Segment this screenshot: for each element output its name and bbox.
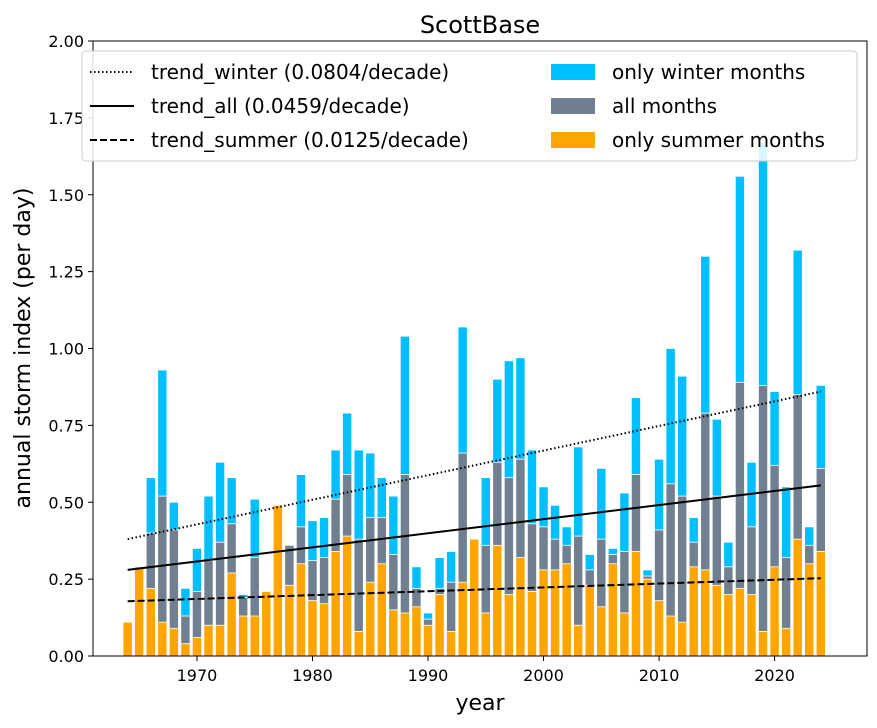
legend-label: trend_winter (0.0804/decade) <box>151 60 449 84</box>
bar-summer-2009 <box>642 578 653 657</box>
bar-summer-2019 <box>758 631 769 657</box>
bar-summer-1991 <box>434 594 445 657</box>
x-tick-label: 2020 <box>754 666 795 685</box>
bar-summer-2024 <box>815 551 826 657</box>
bar-summer-2008 <box>630 551 641 657</box>
bar-summer-1979 <box>295 563 306 657</box>
bar-summer-1989 <box>411 606 422 657</box>
x-axis: 1970 1980 1990 2000 2010 2020 <box>177 656 795 685</box>
bar-summer-1969 <box>180 643 191 657</box>
y-tick-label: 1.75 <box>48 109 84 128</box>
bar-summer-1971 <box>203 624 214 657</box>
bar-summer-1966 <box>145 587 156 657</box>
bar-summer-1980 <box>307 600 318 657</box>
x-tick-label: 1980 <box>292 666 333 685</box>
bar-summer-1984 <box>353 631 364 657</box>
bar-summer-1973 <box>226 572 237 657</box>
bar-summer-1998 <box>515 557 526 657</box>
y-tick-label: 0.25 <box>48 570 84 589</box>
legend-swatch-summer <box>551 132 595 148</box>
bar-summer-1993 <box>457 581 468 657</box>
bar-summer-2013 <box>688 566 699 657</box>
bar-summer-1992 <box>446 631 457 657</box>
legend-label: only summer months <box>612 128 825 152</box>
bar-summer-1990 <box>422 624 434 657</box>
legend-label: trend_summer (0.0125/decade) <box>151 128 469 152</box>
y-tick-label: 0.75 <box>48 416 84 435</box>
x-tick-label: 2000 <box>523 666 564 685</box>
legend-label: trend_all (0.0459/decade) <box>151 94 410 118</box>
bar-summer-1996 <box>492 544 503 657</box>
y-axis-label: annual storm index (per day) <box>11 188 36 509</box>
bar-summer-2003 <box>573 624 584 657</box>
legend-label: all months <box>612 94 717 118</box>
bar-summer-1988 <box>399 612 410 657</box>
bar-summer-2011 <box>665 615 676 657</box>
x-axis-label: year <box>455 691 505 716</box>
bar-summer-1968 <box>168 627 179 657</box>
bar-summer-2001 <box>550 569 561 657</box>
bar-summer-1986 <box>376 563 387 657</box>
legend-box <box>81 50 858 162</box>
legend-swatch-winter <box>551 64 595 80</box>
bar-summer-1997 <box>503 594 514 657</box>
bar-summer-2016 <box>723 594 734 657</box>
trend-lines-layer <box>127 390 821 603</box>
bar-summer-1965 <box>134 566 145 657</box>
bar-summer-1994 <box>469 538 480 657</box>
bar-summer-2000 <box>538 569 549 657</box>
bar-summer-1995 <box>480 612 491 657</box>
y-tick-label: 0.50 <box>48 493 84 512</box>
bar-summer-2022 <box>792 538 803 657</box>
bar-summer-1976 <box>261 591 272 657</box>
bar-summer-1974 <box>238 615 249 657</box>
bar-summer-1972 <box>215 624 226 657</box>
chart-title: ScottBase <box>420 11 540 39</box>
bar-summer-1964 <box>122 621 133 657</box>
x-tick-label: 2010 <box>639 666 680 685</box>
bar-summer-2012 <box>677 621 688 657</box>
bar-summer-1999 <box>526 591 538 657</box>
bar-summer-2021 <box>781 627 792 657</box>
bar-summer-1983 <box>342 535 353 657</box>
bar-summer-2007 <box>619 612 630 657</box>
y-tick-label: 1.00 <box>48 340 84 359</box>
legend: trend_winter (0.0804/decade) trend_all (0… <box>81 50 858 162</box>
y-tick-label: 2.00 <box>48 32 84 51</box>
bar-summer-2015 <box>711 584 722 657</box>
trend-line-summer <box>127 577 821 603</box>
bar-summer-1970 <box>191 637 202 657</box>
bar-summer-2017 <box>734 587 745 657</box>
x-tick-label: 1970 <box>177 666 218 685</box>
bar-summer-1981 <box>319 603 330 657</box>
bar-summer-1975 <box>249 615 260 657</box>
bar-summer-2010 <box>654 600 665 657</box>
bar-summer-1967 <box>157 621 168 657</box>
legend-swatch-all <box>551 98 595 114</box>
bar-summer-2006 <box>607 563 618 657</box>
y-tick-label: 0.00 <box>48 647 84 666</box>
y-tick-label: 1.50 <box>48 186 84 205</box>
y-axis: 0.00 0.25 0.50 0.75 1.00 1.25 1.50 1.75 2.00 <box>48 32 93 666</box>
bar-summer-1977 <box>272 504 283 657</box>
x-tick-label: 1990 <box>408 666 449 685</box>
bar-summer-1982 <box>330 551 341 657</box>
bar-summer-2018 <box>746 594 757 657</box>
y-tick-label: 1.25 <box>48 263 84 282</box>
bar-summer-2004 <box>584 584 595 657</box>
trend-line-all <box>127 484 821 571</box>
bar-summer-1987 <box>388 609 399 657</box>
bar-summer-2002 <box>561 563 572 657</box>
bar-summer-2005 <box>596 606 607 657</box>
legend-label: only winter months <box>612 60 805 84</box>
bar-all-2019 <box>758 384 769 657</box>
